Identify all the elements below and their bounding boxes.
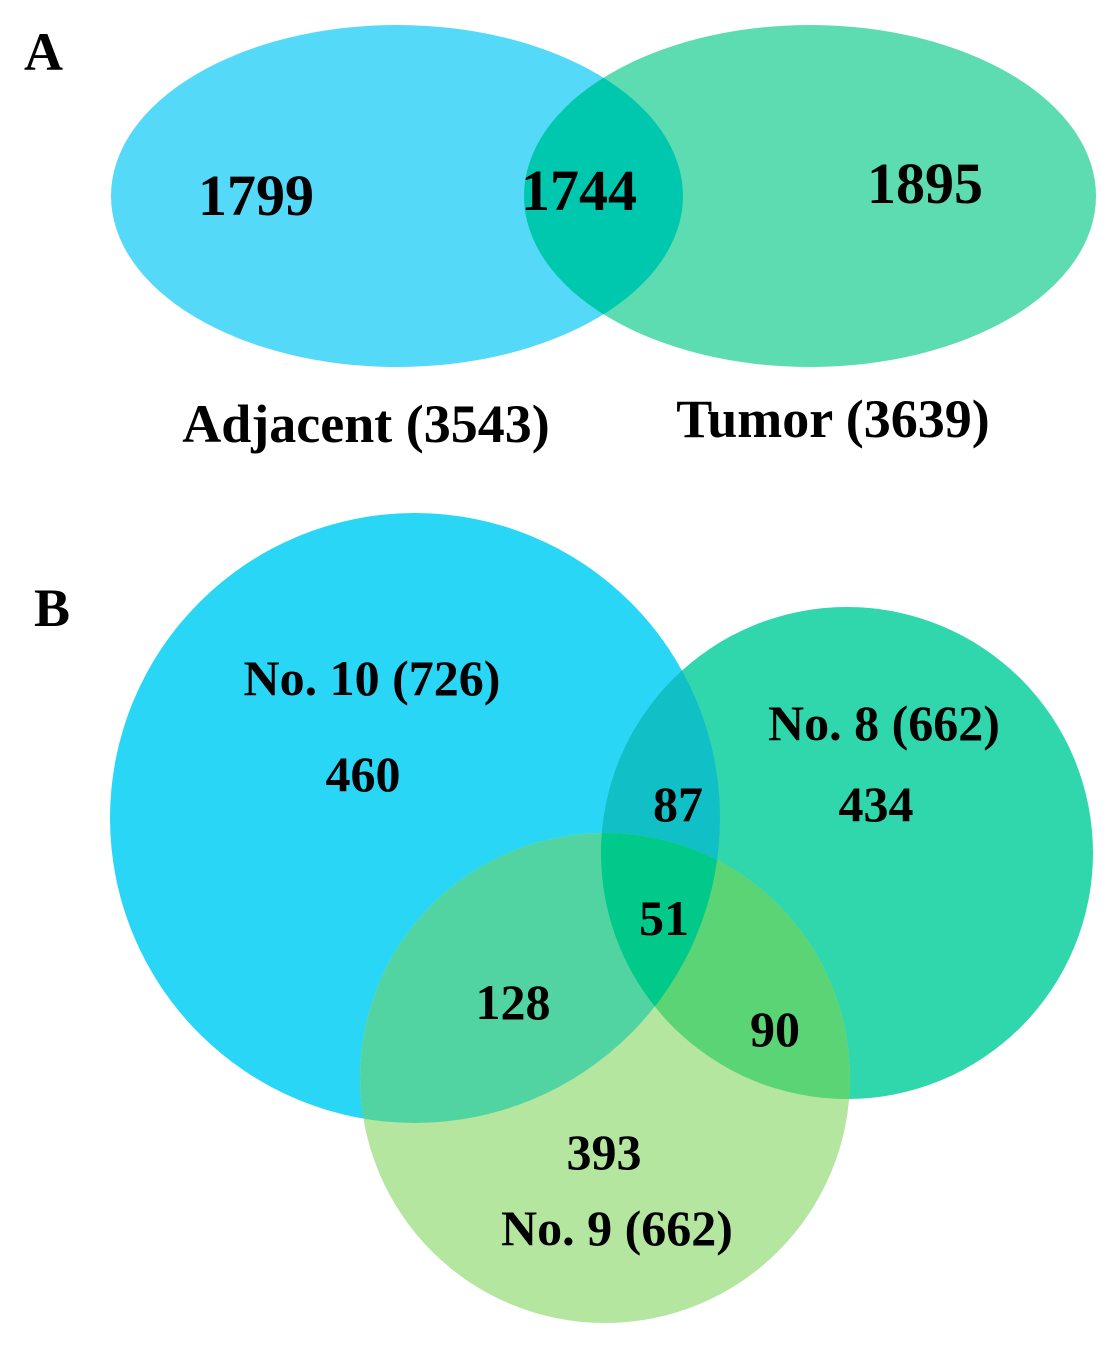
set-label-no10: No. 10 (726) (244, 650, 501, 706)
set-label-tumor: Tumor (3639) (676, 389, 990, 449)
count-tumor-only: 1895 (867, 151, 983, 216)
count-no10-no9: 128 (476, 974, 551, 1030)
panel-b: B No. 10 (726) 460 No. 8 (662) 434 87 51… (34, 513, 1093, 1323)
count-all-three: 51 (639, 890, 689, 946)
set-label-no9: No. 9 (662) (501, 1200, 733, 1256)
set-label-adjacent: Adjacent (3543) (182, 394, 549, 454)
tumor-ellipse (524, 25, 1096, 367)
count-no10-only: 460 (326, 746, 401, 802)
count-no8-no9: 90 (750, 1001, 800, 1057)
panel-a: A 1799 1744 1895 Adjacent (3543) Tumor (… (24, 22, 1096, 454)
count-no8-only: 434 (839, 776, 914, 832)
panel-a-label: A (24, 22, 63, 82)
set-label-no8: No. 8 (662) (768, 695, 1000, 751)
panel-b-label: B (34, 578, 70, 638)
adjacent-ellipse (111, 25, 683, 367)
count-adjacent-tumor-shared: 1744 (521, 158, 637, 223)
count-no9-only: 393 (567, 1124, 642, 1180)
count-adjacent-only: 1799 (198, 163, 314, 228)
count-no10-no8: 87 (653, 776, 703, 832)
